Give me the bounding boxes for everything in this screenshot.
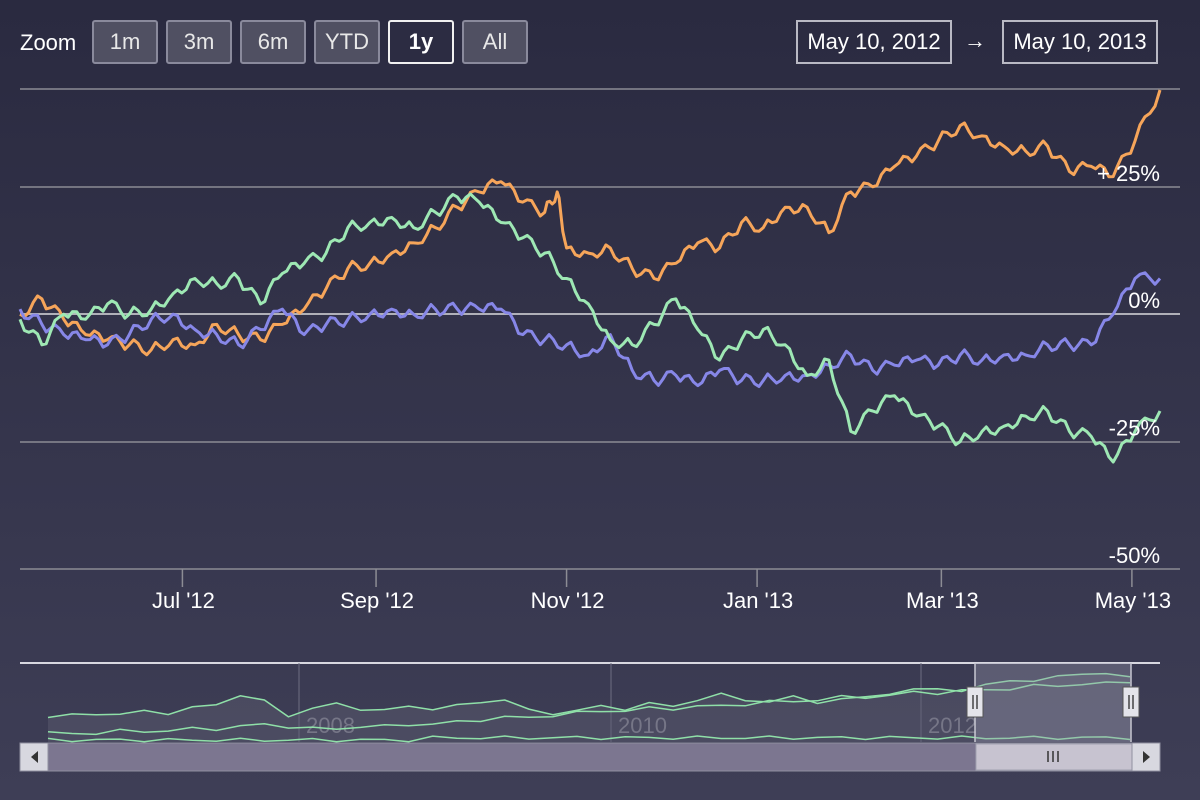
arrow-right-icon <box>1143 751 1150 763</box>
scrollbar[interactable] <box>19 742 1161 772</box>
navigator-right-handle[interactable] <box>1122 686 1140 718</box>
zoom-all-button[interactable]: All <box>462 20 528 64</box>
zoom-6m-button[interactable]: 6m <box>240 20 306 64</box>
x-tick-label: Mar '13 <box>906 588 979 613</box>
navigator-year-label: 2008 <box>306 713 355 738</box>
scrollbar-thumb-bg <box>975 743 1133 771</box>
x-tick-label: Jul '12 <box>152 588 215 613</box>
zoom-1m-button[interactable]: 1m <box>92 20 158 64</box>
scrollbar-thumb[interactable] <box>975 743 1133 771</box>
range-from-input[interactable]: May 10, 2012 <box>796 20 952 64</box>
zoom-3m-button[interactable]: 3m <box>166 20 232 64</box>
series-line-3 <box>18 192 1162 464</box>
navigator-series-line <box>47 681 1131 736</box>
grid-lines <box>20 88 1180 570</box>
navigator-series-area <box>48 673 1130 742</box>
y-tick-label: -50% <box>1109 543 1160 568</box>
handle-grip <box>966 686 984 718</box>
zoom-ytd-button[interactable]: YTD <box>314 20 380 64</box>
range-to-input[interactable]: May 10, 2013 <box>1002 20 1158 64</box>
navigator[interactable]: 2008 2010 2012 <box>20 662 1160 743</box>
x-tick-label: Sep '12 <box>340 588 414 613</box>
navigator-series-line <box>47 735 1131 743</box>
y-tick-label: + 25% <box>1097 161 1160 186</box>
zoom-label: Zoom <box>20 30 77 55</box>
handle-grip <box>1122 686 1140 718</box>
series-lines <box>18 89 1162 464</box>
scroll-right-button[interactable] <box>1131 742 1161 772</box>
arrow-left-icon <box>31 751 38 763</box>
zoom-1y-button[interactable]: 1y <box>388 20 454 64</box>
series-line-2 <box>18 271 1162 388</box>
y-tick-label: 0% <box>1128 288 1160 313</box>
y-tick-label: -25% <box>1109 416 1160 441</box>
x-tick-label: May '13 <box>1095 588 1171 613</box>
y-axis-labels: + 25% 0% -25% -50% <box>1097 161 1160 568</box>
navigator-year-label: 2010 <box>618 713 667 738</box>
x-tick-label: Jan '13 <box>723 588 793 613</box>
navigator-selection <box>975 663 1131 742</box>
navigator-series-line <box>47 672 1131 719</box>
series-line-1 <box>19 89 1162 357</box>
navigator-left-handle[interactable] <box>966 686 984 718</box>
range-arrow: → <box>964 28 986 53</box>
scroll-left-button[interactable] <box>19 742 49 772</box>
x-tick-label: Nov '12 <box>531 588 605 613</box>
x-axis: Jul '12 Sep '12 Nov '12 Jan '13 Mar '13 May '… <box>152 569 1171 613</box>
